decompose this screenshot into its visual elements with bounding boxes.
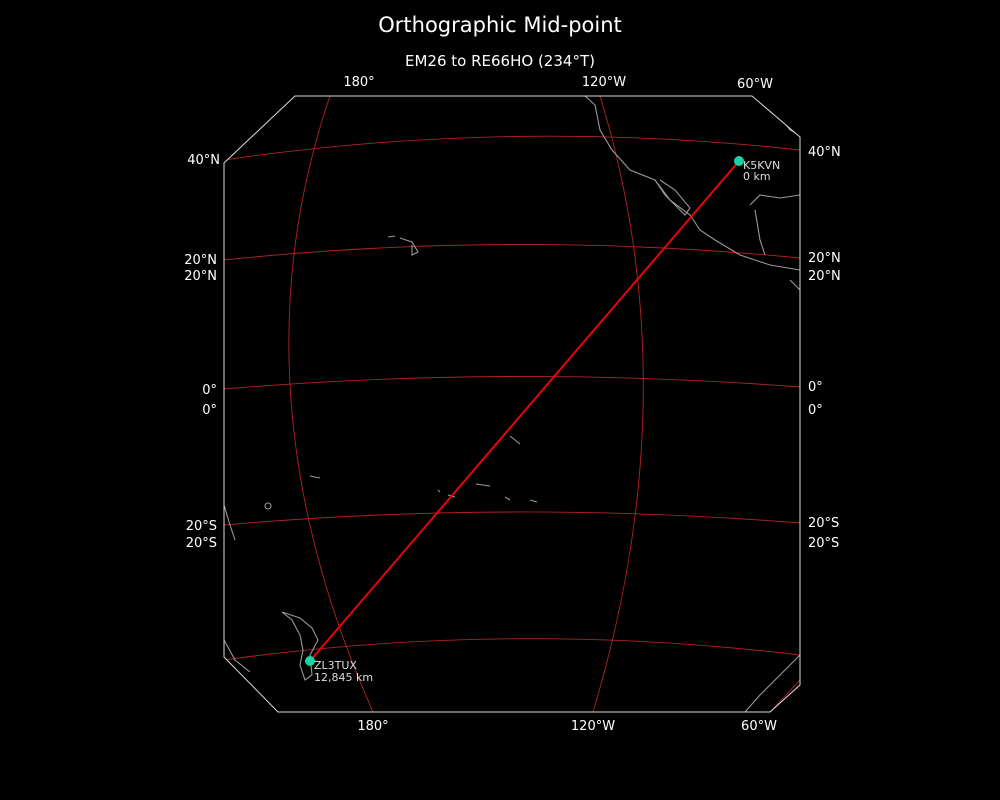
marker-k5kvn[interactable]: K5KVN 0 km [734,156,780,183]
lat-label: 0° [202,403,217,418]
lat-label: 0° [202,383,217,398]
lat-label: 0° [808,380,823,395]
great-circle-path [309,160,740,662]
meridian-60w [759,96,800,712]
parallel-0 [224,376,800,390]
lat-label: 20°S [808,516,839,531]
left-lat-labels: 40°N 20°N 20°N 0° 0° 20°S 20°S [184,153,220,551]
station-marker[interactable] [305,656,315,666]
lat-label: 20°N [184,253,217,268]
bottom-lon-labels: 180° 120°W 60°W [357,719,777,734]
parallel-40s [224,638,800,661]
station-distance: 12,845 km [314,671,373,684]
lon-label: 60°W [741,719,777,734]
lat-label: 20°N [184,269,217,284]
map-body [224,96,800,712]
lat-label: 0° [808,403,823,418]
map-subtitle: EM26 to RE66HO (234°T) [405,52,595,70]
station-marker[interactable] [734,156,744,166]
lat-label: 20°S [808,536,839,551]
parallel-20s [224,511,800,526]
top-lon-labels: 180° 120°W 60°W [343,75,773,92]
lat-label: 40°N [808,145,841,160]
right-lat-labels: 40°N 20°N 20°N 0° 0° 20°S 20°S [808,145,841,551]
lon-label: 120°W [571,719,615,734]
lon-label: 60°W [737,77,773,92]
coastlines [224,96,800,712]
lat-label: 20°S [186,519,217,534]
lon-label: 180° [357,719,388,734]
station-call: K5KVN [743,159,780,172]
marker-zl3tux[interactable]: ZL3TUX 12,845 km [305,656,373,684]
lon-label: 120°W [582,75,626,90]
lat-label: 20°N [808,251,841,266]
graticule [224,96,800,712]
meridian-180 [288,96,374,712]
lat-label: 40°N [187,153,220,168]
lat-label: 20°S [186,536,217,551]
parallel-20n [224,244,800,261]
parallel-40n [224,135,800,161]
meridian-120w [592,96,644,712]
station-call: ZL3TUX [314,659,357,672]
map-frame [223,95,801,713]
lat-label: 20°N [808,269,841,284]
map-title: Orthographic Mid-point [378,13,622,37]
lon-label: 180° [343,75,374,90]
station-distance: 0 km [743,170,771,183]
